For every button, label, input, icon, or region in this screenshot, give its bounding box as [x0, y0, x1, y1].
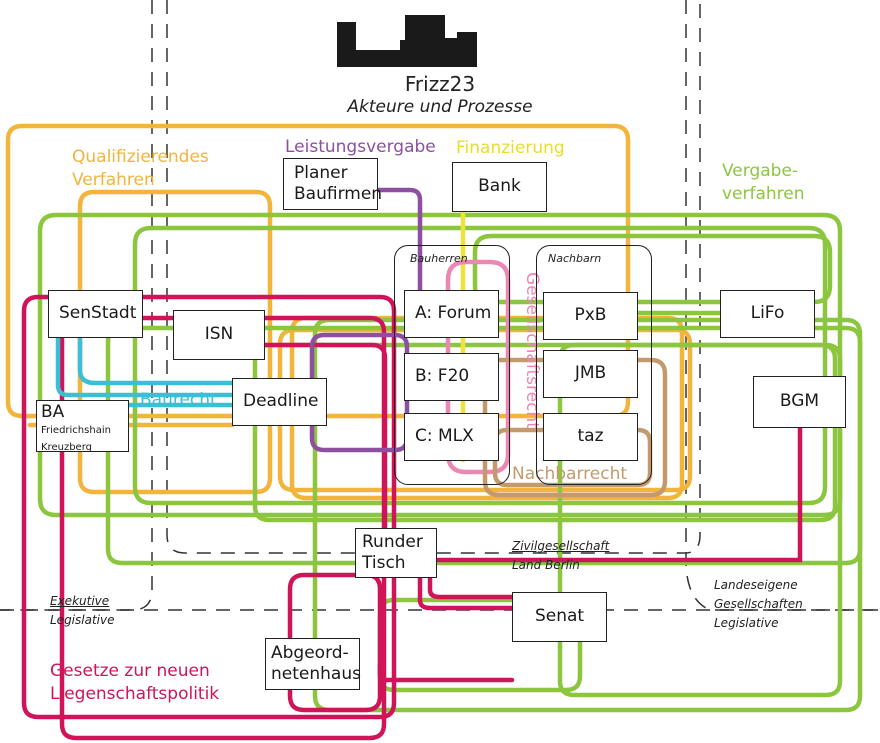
line-baurecht-1	[55, 335, 235, 398]
label-gesetze: Gesetze zur neuen Liegenschaftspolitik	[50, 661, 220, 704]
line-vergabe-2	[132, 225, 828, 506]
line-isn-runder	[262, 342, 388, 531]
actor-planer-baufirmen[interactable]: Planer Baufirmen	[283, 158, 382, 210]
actor-c-mlx[interactable]: C: MLX	[404, 413, 499, 461]
label-baurecht: Baurecht	[140, 390, 217, 410]
actor-isn[interactable]: ISN	[173, 310, 265, 360]
line-orange-2	[277, 327, 693, 493]
group-bauherren-label: Bauherren	[410, 252, 468, 265]
line-purple-deadline	[309, 332, 410, 453]
actor-pxb[interactable]: PxB	[543, 292, 638, 340]
line-runder-bgm	[434, 425, 803, 563]
sphere-legislative-right: Legislative	[714, 616, 779, 630]
actor-jmb[interactable]: JMB	[543, 350, 638, 398]
actor-deadline[interactable]: Deadline	[232, 378, 327, 426]
actor-lifo[interactable]: LiFo	[720, 290, 815, 338]
actor-b-f20[interactable]: B: F20	[404, 353, 499, 401]
line-abgeord-senat	[377, 662, 515, 683]
line-magenta-3	[287, 572, 383, 713]
line-leistungsvergabe	[375, 187, 423, 293]
label-vergabeverfahren: Vergabe- verfahren	[722, 161, 805, 204]
line-vergabe-1	[37, 212, 843, 518]
actor-ba-subtitle: Friedrichshain Kreuzberg	[41, 424, 111, 453]
frizz23-building-logo	[337, 15, 477, 67]
label-qualifizierendes-verfahren: Qualifizierendes Verfahren	[72, 147, 209, 190]
sphere-land-berlin: Land Berlin	[512, 558, 580, 572]
actor-abgeordnetenhaus[interactable]: Abgeord- netenhaus	[265, 638, 361, 690]
sphere-exekutive: Exekutive	[50, 592, 109, 611]
actor-senstadt[interactable]: SenStadt	[48, 290, 143, 338]
line-runder-senat-2	[427, 575, 515, 600]
line-gesellschaftsrecht	[445, 259, 511, 475]
actor-taz[interactable]: taz	[543, 413, 638, 461]
page-subtitle: Akteure und Prozesse	[347, 97, 533, 117]
sphere-border-zivil	[166, 0, 701, 554]
line-runder-senat-1	[417, 575, 515, 611]
sphere-border-left	[0, 0, 153, 611]
sphere-exekutive-text: Exekutive	[50, 594, 110, 608]
sphere-zivilgesellschaft: Zivilgesellschaft	[512, 539, 610, 553]
actor-bgm[interactable]: BGM	[753, 376, 846, 428]
group-nachbarn	[536, 245, 652, 485]
actor-ba[interactable]: BA Friedrichshain Kreuzberg	[36, 400, 129, 453]
actor-bank[interactable]: Bank	[452, 162, 547, 212]
line-gesetze-outer	[21, 294, 397, 720]
label-leistungsvergabe: Leistungsvergabe	[285, 137, 436, 157]
sphere-legislative-left: Legislative	[50, 613, 115, 627]
page-title: Frizz23	[404, 72, 476, 96]
actor-runder-tisch[interactable]: Runder Tisch	[355, 528, 437, 578]
actor-senat[interactable]: Senat	[512, 592, 607, 642]
actor-a-forum[interactable]: A: Forum	[404, 290, 499, 338]
group-bauherren	[394, 245, 510, 485]
group-nachbarn-label: Nachbarn	[548, 252, 602, 265]
actor-ba-title: BA	[41, 402, 65, 422]
sphere-landeseigene: Landeseigene Gesellschaften	[714, 578, 803, 612]
line-baurecht-2	[77, 335, 235, 386]
line-vergabe-6	[312, 317, 863, 713]
label-finanzierung: Finanzierung	[456, 138, 565, 158]
